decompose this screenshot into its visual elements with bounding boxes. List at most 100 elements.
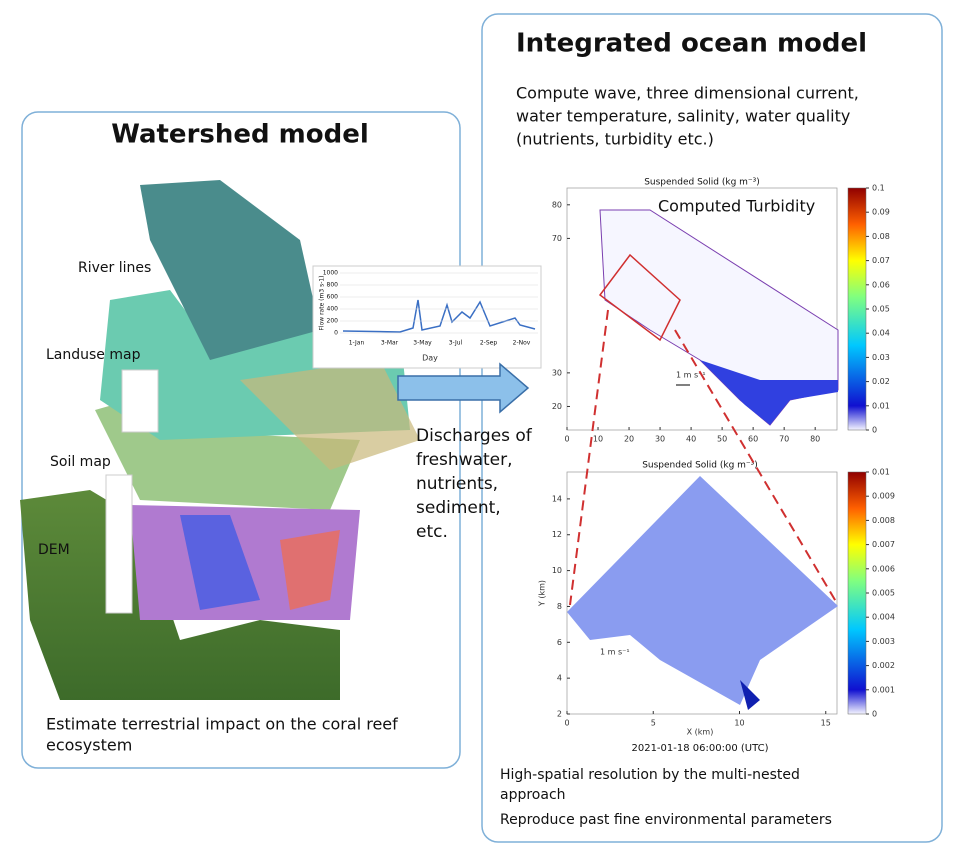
x-tick-label: 3-May xyxy=(413,340,432,347)
y-tick-label: 10 xyxy=(552,566,562,575)
colorbar-tick-label: 0.07 xyxy=(872,256,890,265)
y-tick-label: 2 xyxy=(557,710,562,719)
x-tick-label: 60 xyxy=(748,435,758,444)
layer-label: DEM xyxy=(38,542,70,558)
hydrograph-frame xyxy=(312,265,542,369)
x-tick-label: 70 xyxy=(779,435,789,444)
hydrograph-line xyxy=(342,299,536,333)
map1-title: Suspended Solid (kg m⁻³) xyxy=(644,178,760,188)
left-caption: ecosystem xyxy=(46,736,132,755)
x-tick-label: 10 xyxy=(593,435,603,444)
colorbar-tick-label: 0.008 xyxy=(872,516,895,525)
x-tick-label: 15 xyxy=(821,719,831,728)
vector-scale: 1 m s⁻¹ xyxy=(676,371,706,380)
colorbar-tick-label: 0.004 xyxy=(872,613,895,622)
y-tick-label: 8 xyxy=(557,602,562,611)
map2-sea xyxy=(567,476,838,705)
y-tick-label: 800 xyxy=(327,282,339,289)
dem-map xyxy=(20,490,340,700)
colorbar-tick-label: 0 xyxy=(872,426,877,435)
x-tick-label: 50 xyxy=(717,435,727,444)
x-label: X (km) xyxy=(687,728,714,737)
colorbar-tick-label: 0.08 xyxy=(872,232,890,241)
y-tick-label: 1000 xyxy=(323,270,338,277)
y-tick-label: 400 xyxy=(327,306,339,313)
colorbar-tick-label: 0.06 xyxy=(872,280,890,289)
arrow-text-line: sediment, xyxy=(416,498,501,518)
x-tick-label: 0 xyxy=(564,435,569,444)
x-tick-label: 3-Jul xyxy=(449,340,463,347)
colorbar1 xyxy=(847,187,867,431)
x-tick-label: 10 xyxy=(734,719,744,728)
colorbar-tick-label: 0 xyxy=(872,710,877,719)
left-title: Watershed model xyxy=(111,120,369,150)
arrow-text-line: Discharges of xyxy=(416,426,533,446)
colorbar-tick-label: 0.006 xyxy=(872,564,895,573)
y-tick-label: 200 xyxy=(327,318,339,325)
colorbar-tick-label: 0.001 xyxy=(872,685,895,694)
description: water temperature, salinity, water quali… xyxy=(516,107,850,126)
colorbar-tick-label: 0.05 xyxy=(872,305,890,314)
description: (nutrients, turbidity etc.) xyxy=(516,130,714,149)
y-label: Y (km) xyxy=(538,580,547,607)
caption: High-spatial resolution by the multi-nes… xyxy=(500,767,800,783)
x-tick-label: 3-Mar xyxy=(381,340,399,347)
soil-area xyxy=(95,400,360,510)
caption: approach xyxy=(500,787,566,803)
river-map xyxy=(140,180,320,360)
y-tick-label: 12 xyxy=(552,530,562,539)
right-panel xyxy=(481,13,943,843)
colorbar2 xyxy=(847,471,867,715)
arrow-text-line: etc. xyxy=(416,522,448,542)
colorbar-tick-label: 0.09 xyxy=(872,208,890,217)
map2-turbidity xyxy=(740,680,760,710)
x-tick-label: 30 xyxy=(655,435,665,444)
x-tick-label: 40 xyxy=(686,435,696,444)
zoom-line xyxy=(569,309,609,606)
x-tick-label: 0 xyxy=(564,719,569,728)
y-tick-label: 4 xyxy=(557,674,562,683)
flow-arrow xyxy=(397,362,530,414)
left-panel xyxy=(21,111,461,769)
soil-legend xyxy=(105,474,133,614)
right-title: Integrated ocean model xyxy=(516,29,867,59)
x-tick-label: 1-Jan xyxy=(349,340,365,347)
x-tick-label: 5 xyxy=(651,719,656,728)
colorbar-tick-label: 0.009 xyxy=(872,492,895,501)
colorbar-tick-label: 0.04 xyxy=(872,329,890,338)
vector-scale: 1 m s⁻¹ xyxy=(600,648,630,657)
arrow-text-line: nutrients, xyxy=(416,474,498,494)
colorbar-tick-label: 0.002 xyxy=(872,661,895,670)
x-tick-label: 80 xyxy=(810,435,820,444)
x-tick-label: 2-Nov xyxy=(513,340,531,347)
y-tick-label: 80 xyxy=(552,200,562,209)
map2-title: Suspended Solid (kg m⁻³) xyxy=(642,461,758,471)
colorbar-tick-label: 0.03 xyxy=(872,353,890,362)
soil-patch xyxy=(180,515,260,610)
map1-label: Computed Turbidity xyxy=(658,197,815,216)
map1-turbidity xyxy=(700,360,838,425)
layer-label: Landuse map xyxy=(46,347,141,363)
y-tick-label: 70 xyxy=(552,234,562,243)
arrow-text-line: freshwater, xyxy=(416,450,513,470)
left-caption: Estimate terrestrial impact on the coral… xyxy=(46,715,398,734)
landuse-patch xyxy=(240,360,420,470)
y-tick-label: 600 xyxy=(327,294,339,301)
soil-patch xyxy=(280,530,340,610)
y-label: Flow rate (m3 s-1) xyxy=(319,275,326,330)
y-tick-label: 20 xyxy=(552,402,562,411)
colorbar-tick-label: 0.003 xyxy=(872,637,895,646)
layer-label: River lines xyxy=(78,260,151,276)
y-tick-label: 0 xyxy=(334,330,338,337)
x-label: Day xyxy=(422,354,438,363)
layer-label: Soil map xyxy=(50,454,111,470)
y-tick-label: 14 xyxy=(552,494,562,503)
y-tick-label: 6 xyxy=(557,638,562,647)
timestamp: 2021-01-18 06:00:00 (UTC) xyxy=(631,743,768,754)
x-tick-label: 2-Sep xyxy=(480,340,497,347)
colorbar-tick-label: 0.01 xyxy=(872,401,890,410)
x-tick-label: 20 xyxy=(624,435,634,444)
colorbar-tick-label: 0.005 xyxy=(872,589,895,598)
zoom-line xyxy=(674,329,839,606)
